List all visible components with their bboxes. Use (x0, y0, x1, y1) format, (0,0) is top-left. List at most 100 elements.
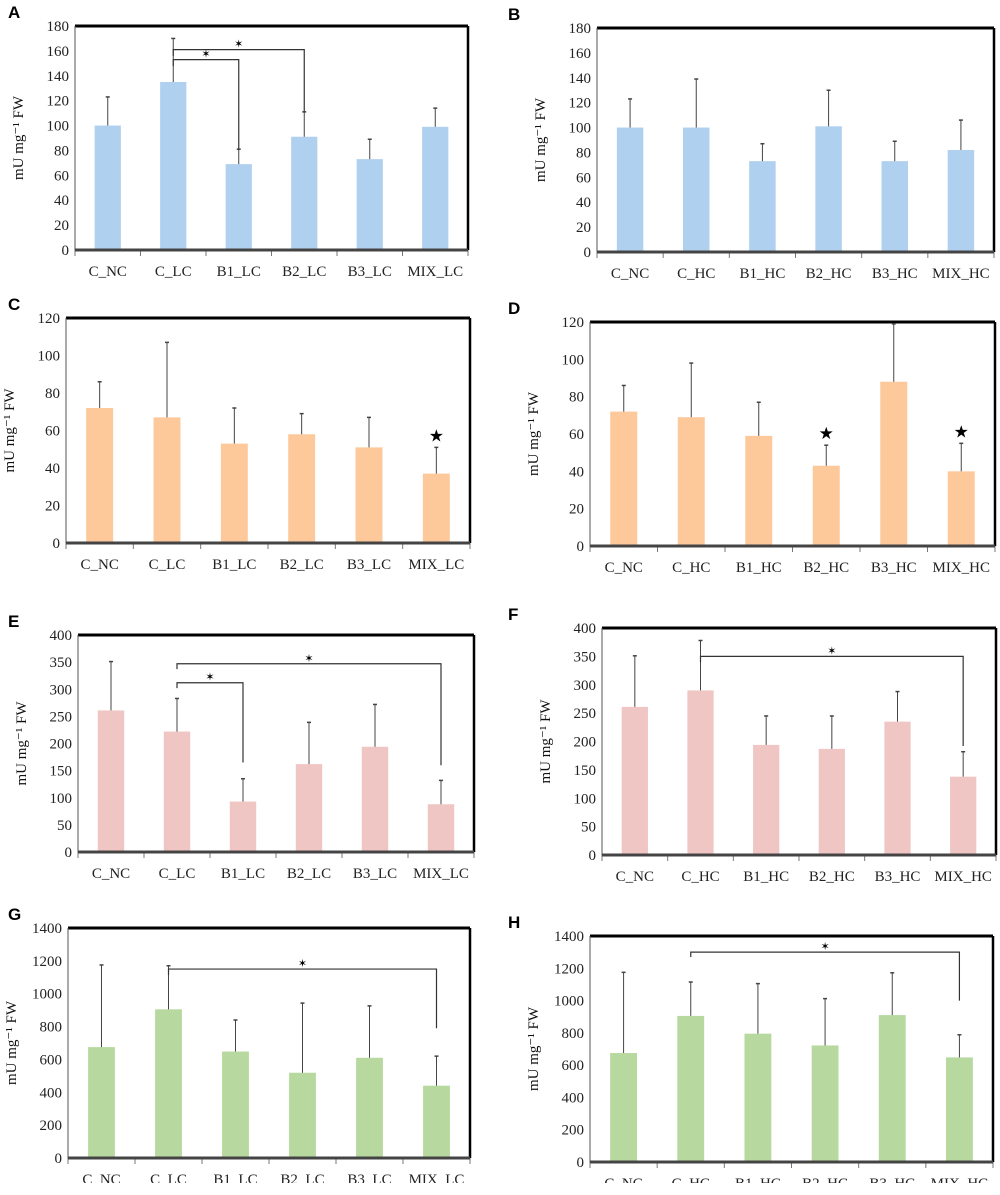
significance-star-icon: ✶ (827, 645, 836, 657)
y-tick-label: 600 (562, 1058, 585, 1074)
y-tick-label: 20 (45, 499, 60, 515)
y-tick-label: 20 (54, 218, 69, 234)
y-tick-label: 350 (574, 649, 597, 665)
y-axis-label: mU mg⁻¹ FW (4, 1000, 20, 1085)
panel-label: H (508, 913, 520, 932)
x-tick-label: B1_LC (217, 264, 261, 280)
y-tick-label: 120 (38, 311, 61, 327)
bar-C_NC (610, 1053, 638, 1162)
bar-C_NC (616, 127, 644, 252)
panel-H: HmU mg⁻¹ FW 0 200 400 600 800 1000 1200 1400 C_NC… (500, 885, 1000, 1183)
x-tick-label: B1_LC (212, 557, 256, 573)
bar-MIX_HC (947, 149, 975, 252)
x-tick-label: C_LC (150, 1172, 187, 1183)
bar-B2_LC (291, 136, 318, 250)
panel-label: F (508, 605, 518, 624)
y-axis-label: mU mg⁻¹ FW (11, 95, 27, 180)
y-tick-label: 60 (576, 170, 591, 186)
significance-star-icon: ✶ (201, 49, 210, 61)
x-tick-label: B3_LC (347, 557, 391, 573)
x-tick-label: C_HC (672, 1176, 710, 1183)
x-tick-label: B1_HC (743, 869, 789, 885)
y-tick-label: 400 (50, 628, 73, 644)
bar-MIX_LC (423, 1085, 450, 1158)
bar-C_HC (677, 1015, 705, 1162)
x-tick-label: B2_HC (803, 560, 849, 576)
bar-B2_LC (288, 434, 316, 543)
y-tick-label: 0 (577, 1155, 585, 1171)
x-tick-label: MIX_LC (408, 557, 464, 573)
y-tick-label: 20 (569, 502, 584, 518)
y-tick-label: 80 (569, 390, 584, 406)
x-tick-label: B2_LC (282, 264, 326, 280)
y-axis-label: mU mg⁻¹ FW (533, 97, 549, 182)
y-tick-label: 0 (62, 243, 70, 259)
bar-MIX_HC (950, 776, 977, 855)
y-tick-label: 100 (562, 352, 585, 368)
bar-B3_LC (361, 746, 389, 852)
bar-B3_LC (356, 1057, 383, 1158)
x-tick-label: C_LC (149, 557, 186, 573)
significance-star-icon: ★ (429, 426, 444, 445)
bar-MIX_LC (427, 804, 455, 852)
x-tick-label: C_LC (159, 866, 196, 882)
significance-bracket (172, 49, 305, 112)
bar-C_NC (621, 706, 648, 855)
y-tick-label: 800 (40, 1020, 63, 1036)
y-tick-label: 40 (576, 195, 591, 211)
bar-B2_HC (812, 465, 840, 546)
x-tick-label: B3_HC (871, 560, 917, 576)
y-tick-label: 250 (50, 709, 73, 725)
y-axis-label: mU mg⁻¹ FW (14, 701, 30, 786)
x-tick-label: C_NC (605, 560, 643, 576)
x-tick-label: MIX_HC (932, 560, 990, 576)
bar-MIX_HC (947, 471, 975, 546)
y-tick-label: 350 (50, 655, 73, 671)
y-tick-label: 400 (562, 1090, 585, 1106)
y-tick-label: 140 (47, 69, 70, 85)
y-tick-label: 100 (38, 349, 61, 365)
x-tick-label: C_HC (681, 869, 719, 885)
y-tick-label: 600 (40, 1052, 63, 1068)
bar-B1_LC (225, 164, 252, 250)
y-tick-label: 400 (40, 1085, 63, 1101)
y-tick-label: 1400 (32, 921, 62, 937)
bar-C_LC (163, 731, 191, 852)
x-tick-label: B1_LC (213, 1172, 257, 1183)
y-tick-label: 200 (562, 1123, 585, 1139)
x-tick-label: B2_LC (280, 557, 324, 573)
y-tick-label: 150 (50, 764, 73, 780)
y-tick-label: 80 (54, 143, 69, 159)
panel-label: A (8, 3, 20, 22)
y-tick-label: 200 (50, 737, 73, 753)
bar-B1_HC (753, 744, 780, 855)
x-tick-label: C_NC (604, 1176, 642, 1183)
bar-C_LC (153, 417, 181, 543)
bar-B1_HC (744, 1033, 772, 1162)
bar-B3_LC (355, 447, 383, 543)
bar-C_HC (687, 690, 714, 855)
y-tick-label: 80 (576, 145, 591, 161)
panel-label: C (8, 295, 20, 314)
y-tick-label: 400 (574, 621, 597, 637)
y-tick-label: 180 (569, 21, 592, 37)
y-tick-label: 50 (57, 818, 72, 834)
bar-MIX_LC (422, 473, 450, 543)
significance-star-icon: ✶ (304, 653, 313, 665)
chart-A: AmU mg⁻¹ FW 0 20 40 60 80 100 120 140 160 180 C_NC C… (8, 3, 470, 280)
bar-B1_LC (220, 443, 248, 543)
bar-B2_HC (818, 748, 845, 855)
x-tick-label: C_NC (616, 869, 654, 885)
bar-B3_HC (878, 1015, 906, 1162)
y-tick-label: 160 (47, 44, 70, 60)
significance-bracket (176, 682, 244, 763)
y-tick-label: 140 (569, 71, 592, 87)
bar-C_LC (155, 1009, 182, 1158)
bar-C_HC (677, 417, 705, 546)
x-tick-label: B3_LC (353, 866, 397, 882)
